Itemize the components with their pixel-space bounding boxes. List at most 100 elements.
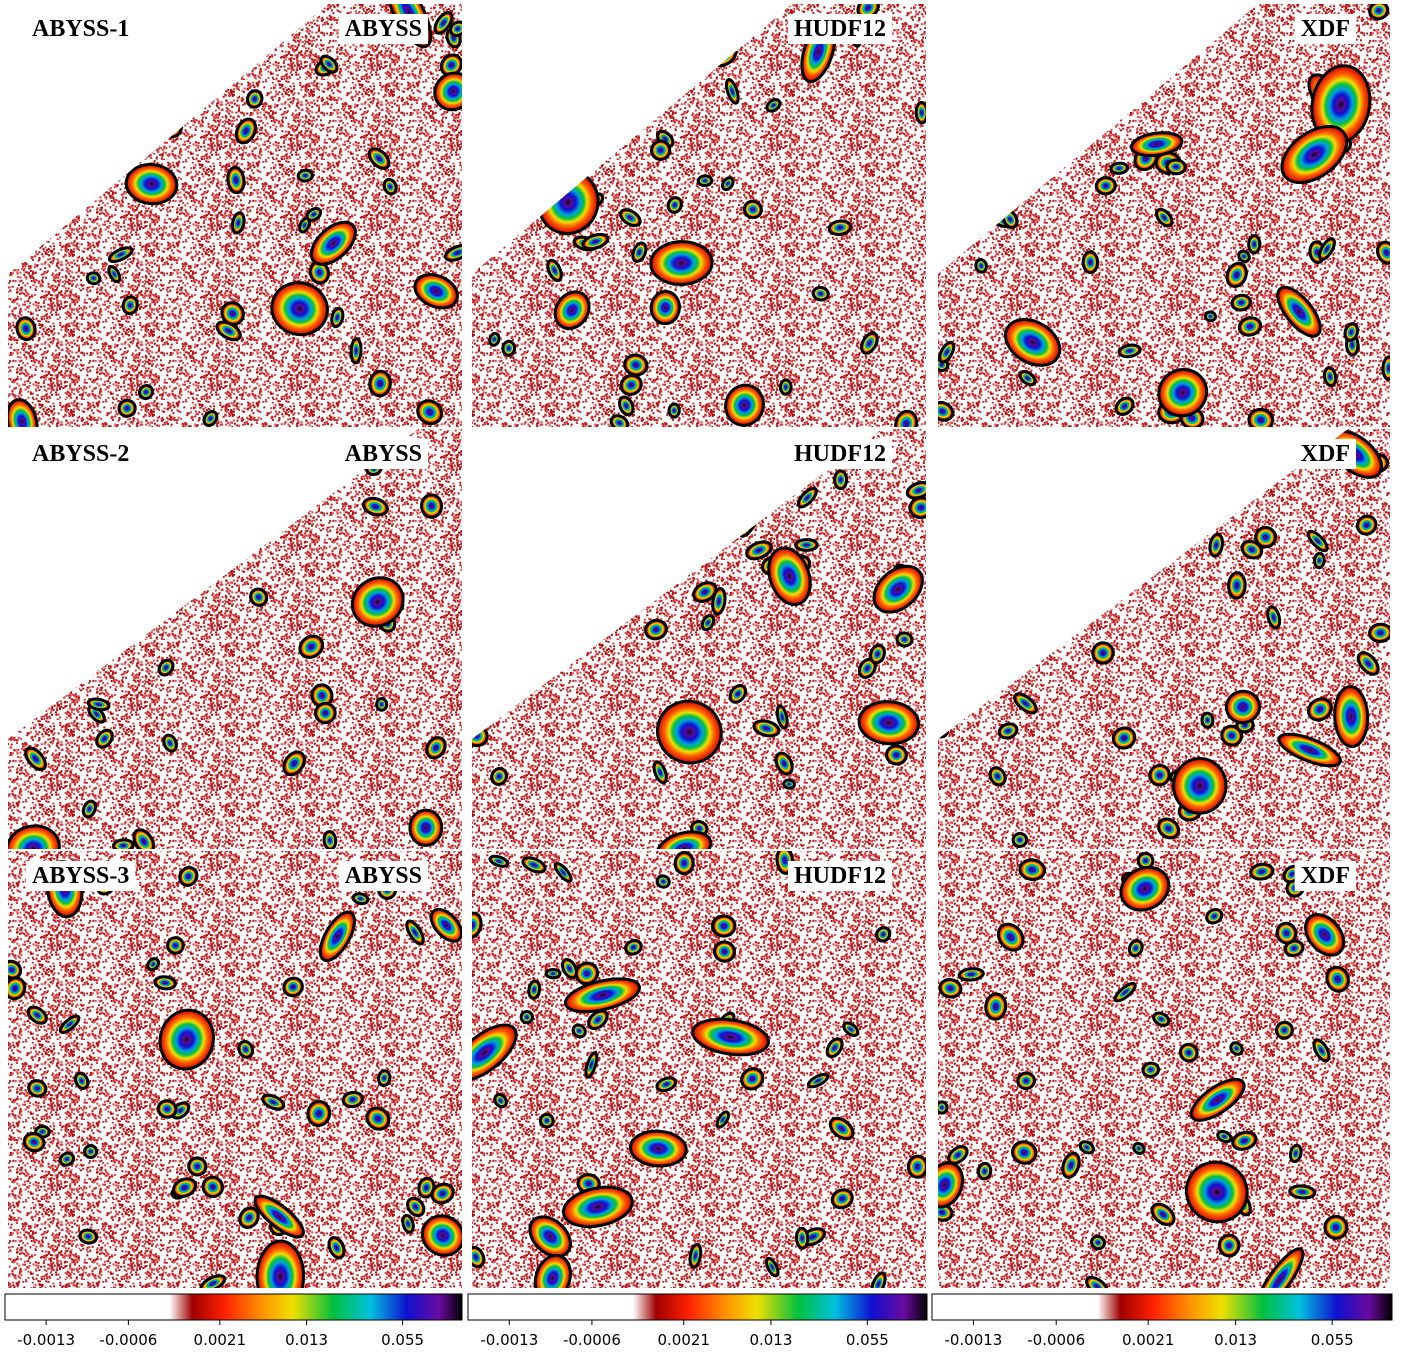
source	[178, 865, 199, 887]
source	[988, 766, 1007, 787]
source	[811, 285, 830, 302]
source	[309, 220, 357, 266]
source	[656, 699, 723, 765]
colorbar	[4, 1293, 463, 1321]
source	[828, 1116, 855, 1141]
source	[1141, 1061, 1161, 1078]
source	[1217, 1233, 1241, 1258]
image-panel	[8, 851, 462, 1288]
source	[375, 697, 389, 712]
source	[796, 486, 818, 509]
source	[1078, 1140, 1095, 1155]
label-box	[338, 861, 428, 891]
source	[655, 1076, 678, 1093]
source	[365, 1106, 391, 1131]
source	[472, 1023, 518, 1082]
source	[22, 1131, 46, 1153]
source	[15, 316, 37, 342]
source	[443, 243, 462, 262]
panel-label: ABYSS	[345, 863, 422, 889]
source	[86, 697, 111, 712]
tick-label: -0.0006	[563, 1331, 621, 1349]
source	[806, 1072, 830, 1089]
source	[774, 751, 794, 776]
source	[711, 587, 727, 616]
source	[349, 337, 363, 365]
source	[649, 240, 714, 286]
source	[794, 538, 819, 552]
source	[382, 177, 398, 196]
source	[1011, 1140, 1038, 1165]
panel-label: HUDF12	[794, 16, 886, 42]
source	[644, 618, 668, 641]
source	[350, 576, 405, 628]
source	[1249, 862, 1275, 881]
source	[201, 1175, 225, 1199]
source	[560, 958, 579, 980]
source	[728, 684, 748, 704]
source	[827, 219, 853, 237]
source	[1129, 131, 1184, 158]
row-label: ABYSS-1	[32, 16, 129, 42]
source	[27, 1079, 48, 1098]
source	[202, 410, 219, 427]
source	[231, 211, 246, 235]
tick-label: 0.055	[846, 1331, 889, 1349]
source	[938, 1100, 949, 1115]
source	[712, 940, 737, 963]
source	[1237, 316, 1263, 337]
source	[782, 778, 796, 790]
source	[58, 1014, 81, 1035]
source	[330, 306, 345, 329]
tick-label: -0.0013	[17, 1331, 75, 1349]
tick-label: -0.0006	[1027, 1331, 1085, 1349]
source	[73, 1071, 90, 1090]
panel-label: XDF	[1301, 863, 1350, 889]
source	[740, 1067, 765, 1091]
source	[1109, 161, 1130, 175]
source	[1237, 249, 1251, 264]
source	[1288, 1184, 1317, 1200]
source	[1227, 571, 1247, 600]
source	[1225, 261, 1248, 288]
source	[425, 736, 447, 760]
source	[884, 744, 908, 766]
tick-label: 0.0021	[657, 1331, 710, 1349]
panel-label: ABYSS	[345, 441, 422, 467]
source	[1200, 711, 1215, 729]
source	[1254, 525, 1277, 549]
source	[24, 746, 47, 772]
source	[650, 139, 672, 161]
source	[700, 614, 716, 632]
label-box	[1294, 14, 1356, 44]
source	[649, 289, 681, 326]
source	[420, 493, 444, 519]
image-panel	[472, 429, 926, 849]
source	[430, 1182, 455, 1205]
source	[833, 469, 849, 491]
source	[1325, 965, 1350, 993]
source	[1276, 285, 1322, 338]
source	[997, 722, 1019, 740]
source	[1275, 921, 1298, 945]
source	[1061, 1151, 1081, 1179]
source	[488, 854, 510, 868]
source	[906, 1154, 926, 1179]
source	[825, 1037, 844, 1059]
source	[493, 1092, 508, 1109]
source	[124, 162, 179, 206]
source	[914, 101, 926, 125]
label-box	[788, 439, 892, 469]
source	[253, 1194, 305, 1239]
source	[1229, 1041, 1244, 1056]
source	[501, 339, 517, 357]
source	[1090, 1234, 1106, 1251]
label-box	[788, 861, 892, 891]
source	[298, 634, 325, 659]
source	[1117, 343, 1142, 359]
source	[367, 147, 391, 170]
source	[138, 384, 154, 401]
source	[327, 1236, 346, 1260]
source	[368, 369, 392, 398]
source	[830, 1188, 854, 1210]
